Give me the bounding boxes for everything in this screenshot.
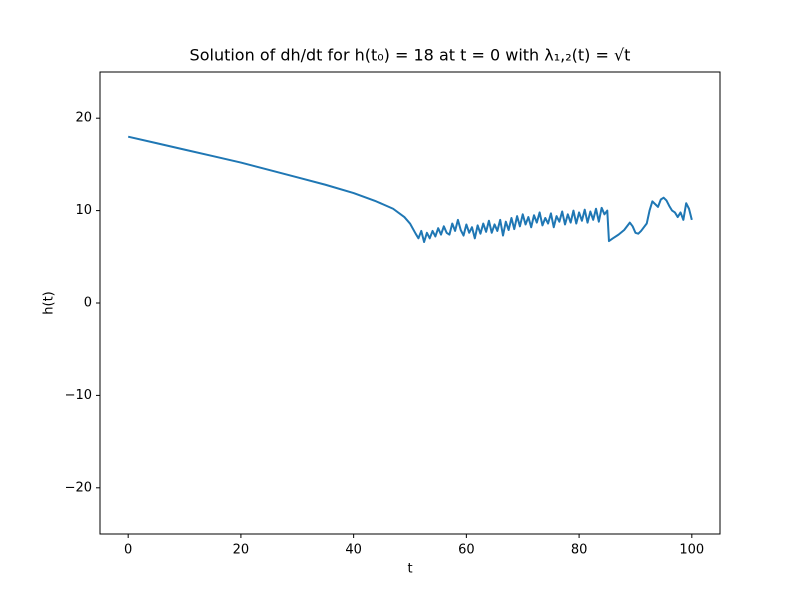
y-tick-label: 0 xyxy=(84,296,92,311)
y-tick-label: −10 xyxy=(65,388,92,403)
chart-title: Solution of dh/dt for h(t₀) = 18 at t = … xyxy=(190,46,631,65)
x-tick-label: 0 xyxy=(124,543,132,558)
x-tick-label: 100 xyxy=(679,543,704,558)
y-tick-label: 20 xyxy=(75,111,92,126)
y-tick-label: −20 xyxy=(65,480,92,495)
plot-frame xyxy=(99,71,721,535)
data-line xyxy=(127,135,693,244)
x-tick-label: 40 xyxy=(345,543,362,558)
x-tick-label: 20 xyxy=(233,543,250,558)
x-tick-label: 80 xyxy=(571,543,588,558)
y-axis-label: h(t) xyxy=(42,291,57,314)
y-tick-label: 10 xyxy=(75,203,92,218)
x-tick-label: 60 xyxy=(458,543,475,558)
x-axis-label: t xyxy=(407,562,412,577)
